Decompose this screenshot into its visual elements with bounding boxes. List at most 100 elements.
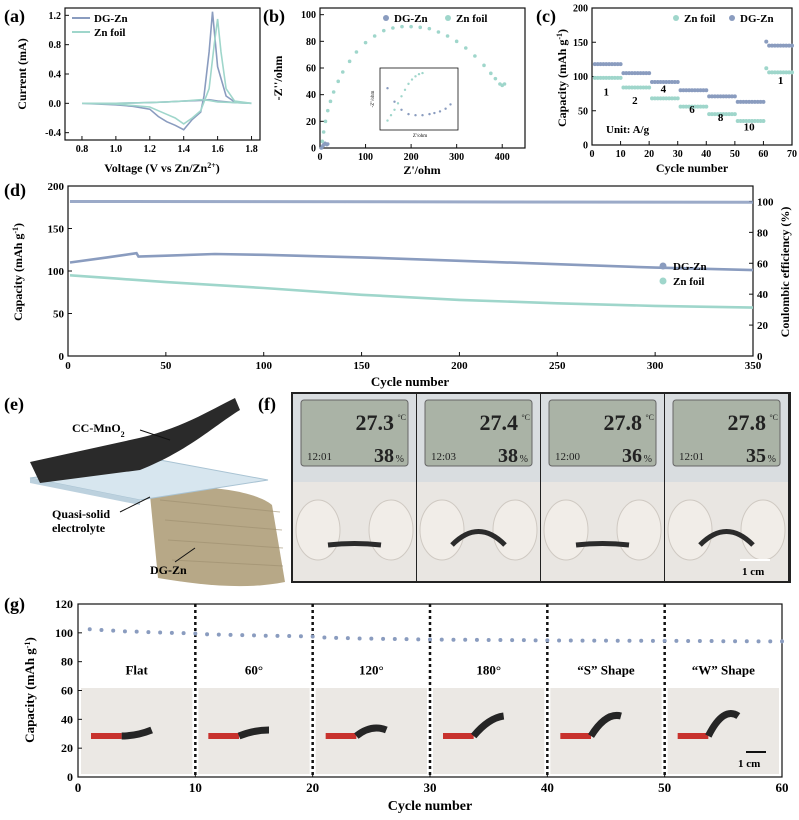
y2-tick-label: 0 xyxy=(757,351,763,363)
bending-capacity-point xyxy=(287,634,292,639)
series-d xyxy=(69,199,754,309)
lcd-screen xyxy=(672,399,781,467)
eis-point-zn-foil xyxy=(463,46,468,50)
glove-left xyxy=(667,499,713,561)
x-tick-label: 10 xyxy=(189,780,202,795)
y2-axis-label-d: Coulombic efficiency (%) xyxy=(778,207,792,338)
panel-d: (d) 0 50 100 150 200 250 300 350050100150200020… xyxy=(4,180,792,389)
rate-point-zn-foil xyxy=(630,85,634,90)
cathode-pointer xyxy=(139,429,171,441)
rate-point-zn-foil xyxy=(744,119,749,124)
y-tick-label: 200 xyxy=(48,181,65,193)
y-tick-label: -0.4 xyxy=(45,128,61,139)
bending-photo-3 xyxy=(315,688,427,774)
rate-point-zn-foil xyxy=(618,75,623,80)
rate-point-dg-zn xyxy=(701,88,706,93)
plot-frame-b xyxy=(319,7,526,149)
eis-point-zn-foil xyxy=(391,26,395,30)
x-tick-label: 100 xyxy=(358,152,373,163)
bending-capacity-point xyxy=(744,639,749,644)
rate-point-dg-zn xyxy=(690,88,694,93)
temperature-unit: °C xyxy=(397,413,406,422)
series-a xyxy=(81,11,252,131)
eis-point-zn-foil xyxy=(372,34,377,38)
bending-capacity-point xyxy=(439,637,444,642)
y-tick-label: 200 xyxy=(573,4,588,15)
x-tick-label: 20 xyxy=(644,149,654,160)
bending-capacity-point xyxy=(87,627,92,632)
eis-point-zn-foil xyxy=(363,40,368,45)
rate-point-dg-zn xyxy=(632,71,637,76)
flexible-battery xyxy=(575,541,630,548)
rate-point-dg-zn xyxy=(670,79,674,84)
rate-point-zn-foil xyxy=(758,119,763,124)
bending-capacity-point xyxy=(709,639,714,644)
glove-right xyxy=(368,499,414,561)
rate-point-zn-foil xyxy=(610,75,614,80)
rate-point-dg-zn xyxy=(630,71,634,76)
bending-capacity-point xyxy=(733,639,738,644)
rate-point-dg-zn xyxy=(738,99,743,104)
legend-swatch-dg-zn-d xyxy=(659,262,667,270)
rate-point-zn-foil xyxy=(718,112,723,117)
inset-point-dg-zn xyxy=(444,107,447,110)
bending-capacity-point xyxy=(780,639,784,644)
rate-label: 6 xyxy=(689,104,695,116)
anode-label: DG-Zn xyxy=(150,563,187,577)
legend-label-dg-zn-c: DG-Zn xyxy=(740,13,774,25)
rate-point-zn-foil xyxy=(772,70,777,75)
inset-x-label-b: Z'/ohm xyxy=(413,134,427,139)
eis-point-zn-foil xyxy=(427,26,432,31)
panel-b: (b) 0 100 200 300 400 0 20 40 60 80 100 DG-Zn Zn f… xyxy=(263,6,526,177)
axis-ticks-a: 0.8 1.0 1.2 1.4 1.6 1.8 -0.4 0.0 0.4 0.8 1.2 xyxy=(45,11,258,155)
bending-capacity-point xyxy=(557,638,562,643)
rate-point-zn-foil xyxy=(650,96,654,101)
x-tick-label: 0.8 xyxy=(76,144,89,155)
x-tick-label: 30 xyxy=(424,780,437,795)
rate-point-zn-foil xyxy=(698,104,703,109)
rate-point-dg-zn xyxy=(764,39,769,44)
legend-label-zn-foil-d: Zn foil xyxy=(673,276,704,288)
legend-label-dg-zn-b: DG-Zn xyxy=(394,13,428,25)
bending-capacity-point xyxy=(463,637,468,642)
series-g xyxy=(87,627,784,644)
electrolyte-label-line2: electrolyte xyxy=(52,521,106,535)
axis-ticks-b: 0 100 200 300 400 0 20 40 60 80 100 xyxy=(301,10,510,163)
eis-point-zn-foil xyxy=(336,79,341,84)
cathode-label: CC-MnO2 xyxy=(72,421,125,439)
inset-b: Z'/ohm -Z''/ohm xyxy=(371,67,459,139)
x-tick-label: 300 xyxy=(647,360,664,372)
eis-point-zn-foil xyxy=(482,63,486,68)
panel-label-a: (a) xyxy=(4,6,25,27)
rate-point-dg-zn xyxy=(627,71,632,76)
rate-point-zn-foil xyxy=(721,112,726,117)
rate-point-zn-foil xyxy=(750,119,754,124)
x-tick-label: 350 xyxy=(745,360,762,372)
humidity-unit: % xyxy=(520,454,528,465)
rate-point-zn-foil xyxy=(787,70,792,75)
photo-f-2: 27.4 °C 12:03 38% xyxy=(417,394,540,581)
bending-capacity-point xyxy=(662,638,667,643)
eis-point-zn-foil xyxy=(347,59,352,64)
inset-y-label-b: -Z''/ohm xyxy=(371,90,376,107)
rate-label: 1 xyxy=(778,75,784,87)
bending-capacity-point xyxy=(334,635,339,640)
photo-background xyxy=(550,688,662,774)
battery-strip xyxy=(121,726,153,740)
rate-point-zn-foil xyxy=(770,70,774,75)
inset-point-dg-zn xyxy=(400,108,403,112)
rate-point-zn-foil xyxy=(592,75,597,80)
rate-point-zn-foil xyxy=(701,104,706,109)
y-tick-label: 80 xyxy=(306,37,316,48)
flexible-battery xyxy=(327,541,382,548)
rate-point-zn-foil xyxy=(707,112,712,117)
x-tick-label: 60 xyxy=(758,149,768,160)
legend-label-zn-foil-c: Zn foil xyxy=(684,13,715,25)
bending-condition-label: Flat xyxy=(125,663,148,678)
panel-label-d: (d) xyxy=(4,180,26,201)
bending-capacity-point xyxy=(216,632,221,637)
panel-a: (a) 0.8 1.0 1.2 1.4 1.6 1.8 -0.4 0.0 0.4 0.8 1.2 D… xyxy=(4,6,261,175)
bending-capacity-point xyxy=(404,637,409,642)
